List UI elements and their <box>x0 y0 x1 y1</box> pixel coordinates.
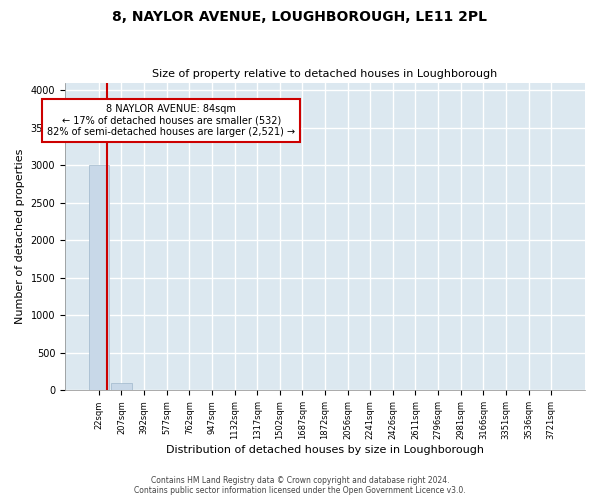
Y-axis label: Number of detached properties: Number of detached properties <box>15 149 25 324</box>
Text: 8 NAYLOR AVENUE: 84sqm
← 17% of detached houses are smaller (532)
82% of semi-de: 8 NAYLOR AVENUE: 84sqm ← 17% of detached… <box>47 104 295 137</box>
X-axis label: Distribution of detached houses by size in Loughborough: Distribution of detached houses by size … <box>166 445 484 455</box>
Text: Contains HM Land Registry data © Crown copyright and database right 2024.
Contai: Contains HM Land Registry data © Crown c… <box>134 476 466 495</box>
Text: 8, NAYLOR AVENUE, LOUGHBOROUGH, LE11 2PL: 8, NAYLOR AVENUE, LOUGHBOROUGH, LE11 2PL <box>113 10 487 24</box>
Bar <box>89 165 109 390</box>
Bar <box>111 382 131 390</box>
Title: Size of property relative to detached houses in Loughborough: Size of property relative to detached ho… <box>152 69 497 79</box>
